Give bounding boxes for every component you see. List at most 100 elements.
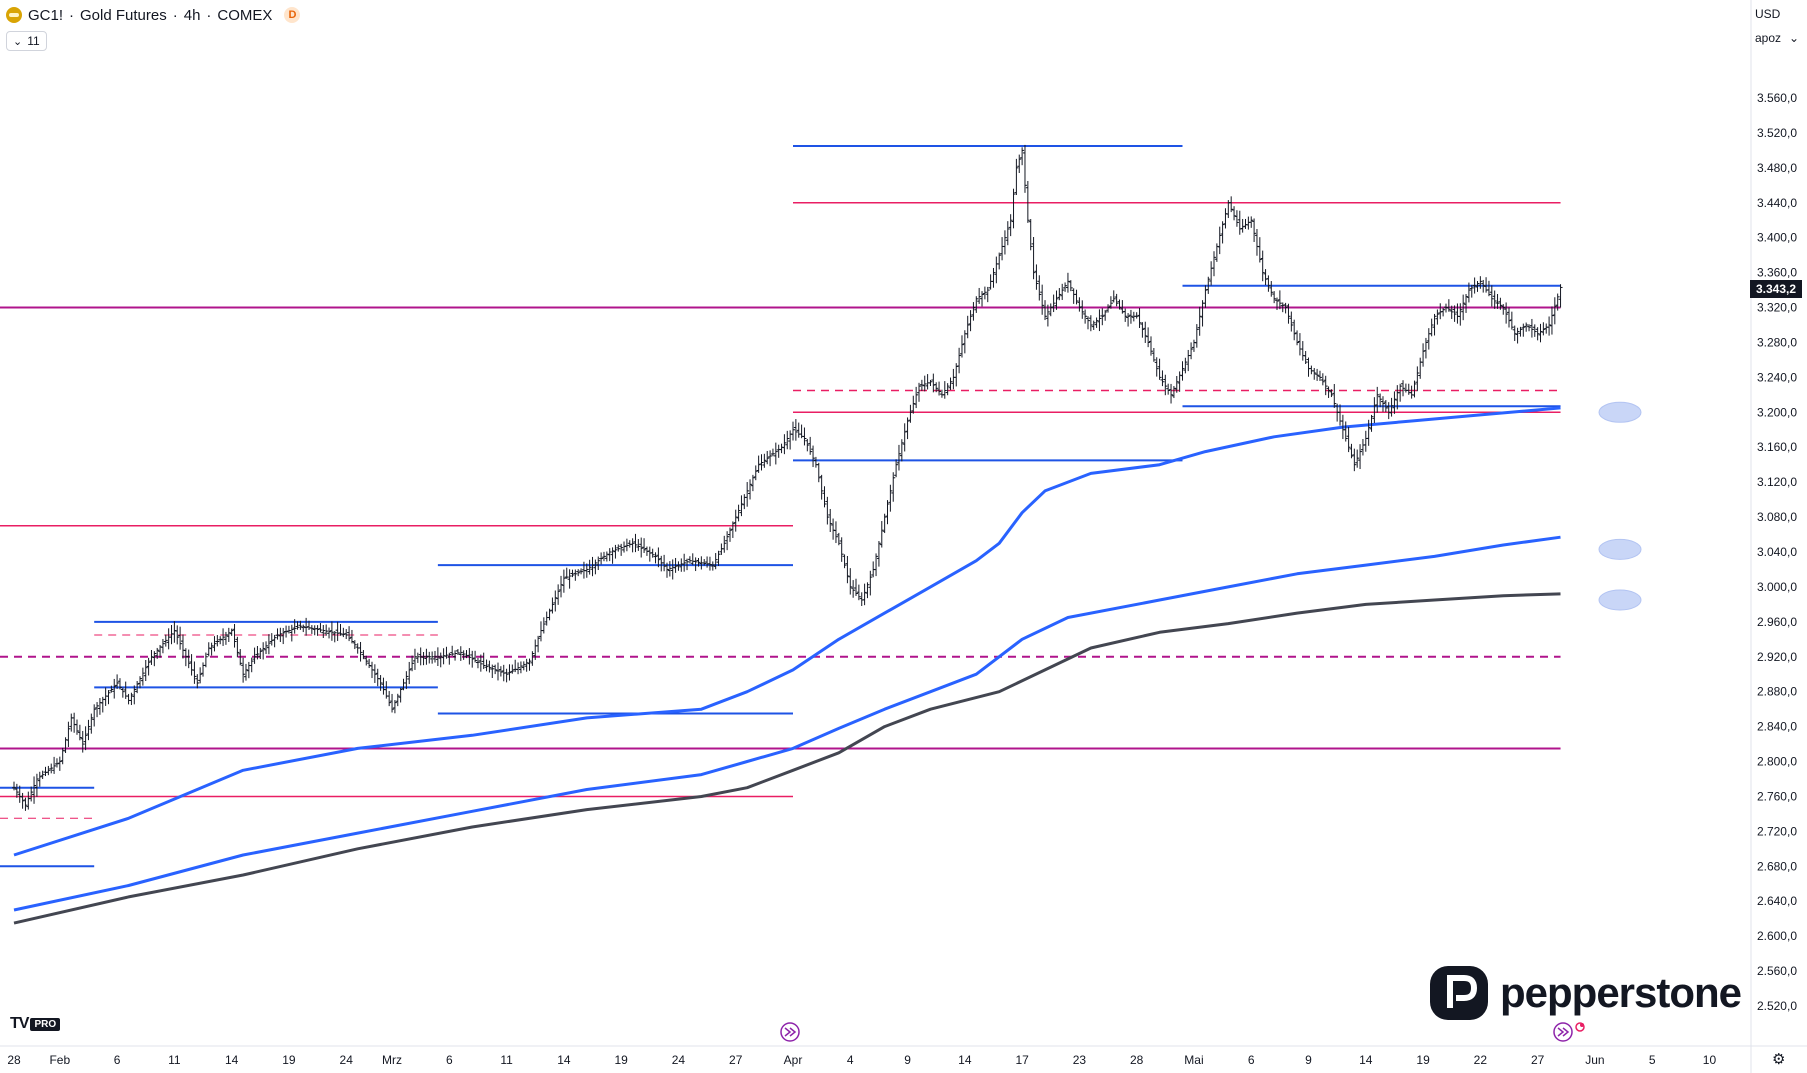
price-bar-220	[642, 538, 647, 554]
price-bar-447	[1292, 319, 1297, 341]
price-bar-288	[836, 532, 841, 546]
price-bar-380	[1100, 308, 1105, 326]
price-bar-460	[1329, 389, 1334, 398]
time-tick-label: 14	[958, 1053, 972, 1067]
price-bar-501	[1446, 299, 1451, 312]
price-bar-207	[604, 551, 609, 562]
price-bar-261	[759, 454, 764, 471]
price-bar-469	[1355, 449, 1360, 468]
scale-mode-label: apoz	[1755, 31, 1782, 45]
indicators-toggle-button[interactable]: ⌄ 11	[6, 31, 47, 51]
price-bar-445	[1286, 303, 1291, 324]
price-bar-191	[559, 575, 564, 598]
symbol-name: Gold Futures	[80, 6, 167, 24]
price-bar-77	[232, 623, 237, 648]
price-bar-479	[1383, 400, 1388, 413]
horizontal-levels	[0, 145, 1561, 868]
price-bar-295	[856, 584, 861, 601]
price-bar-539	[1555, 293, 1560, 311]
price-bar-202	[590, 556, 595, 577]
price-bar-35	[112, 678, 117, 699]
tradingview-logo[interactable]: TV PRO	[10, 1015, 61, 1032]
time-tick-label: 24	[672, 1053, 686, 1067]
price-bar-248	[722, 535, 727, 553]
price-bar-494	[1426, 328, 1431, 350]
time-axis[interactable]: 28 Feb 6 11 14 19 24 Mrz 6 11 14 19 24 27 Apr 4 9 14 17 23 2…	[7, 1053, 1716, 1067]
tv-logo-text: TV	[10, 1015, 29, 1032]
symbol-ticker[interactable]: GC1!	[28, 6, 64, 24]
price-bar-351	[1017, 154, 1022, 174]
price-bar-335	[971, 302, 976, 321]
currency-selector[interactable]: USD	[1755, 7, 1781, 21]
price-bar-437	[1263, 269, 1268, 286]
price-bar-296	[859, 592, 864, 606]
price-bar-152	[447, 652, 452, 665]
price-bar-538	[1552, 297, 1557, 325]
price-bar-393	[1137, 308, 1142, 328]
interval-label[interactable]: 4h	[183, 6, 201, 24]
price-bar-488	[1409, 385, 1414, 399]
price-bar-164	[481, 652, 486, 670]
header-separator: ·	[69, 6, 75, 24]
price-bar-189	[553, 590, 558, 612]
price-tick-label: 3.200,0	[1757, 405, 1797, 419]
price-bar-401	[1160, 370, 1165, 387]
price-bar-110	[327, 627, 332, 639]
price-bar-411	[1189, 342, 1194, 360]
pepperstone-logo: pepperstone	[1428, 962, 1742, 1024]
price-bar-455	[1315, 368, 1320, 381]
price-bar-186	[544, 611, 549, 626]
price-bar-262	[762, 453, 767, 468]
scale-mode-selector[interactable]: apoz ⌄	[1755, 31, 1799, 49]
time-tick-label: 14	[225, 1053, 239, 1067]
price-tick-label: 2.680,0	[1757, 859, 1797, 873]
price-bar-14	[52, 756, 57, 774]
price-bar-7	[32, 776, 37, 804]
price-bar-273	[793, 419, 798, 441]
price-bars	[12, 144, 1563, 811]
price-bar-436	[1260, 250, 1265, 282]
price-tick-label: 3.360,0	[1757, 266, 1797, 280]
alert-marker-2	[1598, 589, 1642, 611]
data-status-badge[interactable]: D	[284, 7, 301, 23]
price-bar-285	[828, 508, 833, 533]
price-bar-311	[902, 423, 907, 452]
price-bar-139	[410, 655, 415, 672]
price-bar-136	[401, 678, 406, 691]
price-bar-71	[215, 635, 220, 647]
price-bar-126	[372, 664, 377, 683]
price-bar-394	[1140, 322, 1145, 338]
price-bar-325	[942, 381, 947, 399]
price-bar-94	[281, 627, 286, 645]
price-axis[interactable]: 3.560,0 3.520,0 3.480,0 3.440,0 3.400,0 3.360…	[1757, 91, 1797, 1013]
gear-icon[interactable]: ⚙	[1772, 1051, 1786, 1068]
moving-average-0	[13, 406, 1561, 857]
price-bar-21	[72, 712, 77, 733]
price-bar-235	[685, 558, 690, 571]
price-bar-212	[619, 543, 624, 556]
price-bar-450	[1300, 341, 1305, 361]
price-bar-156	[458, 646, 463, 661]
price-bar-481	[1389, 397, 1394, 417]
replay-icon[interactable]	[780, 1022, 800, 1042]
price-tick-label: 3.080,0	[1757, 510, 1797, 524]
price-bar-149	[438, 652, 443, 668]
price-bar-259	[753, 465, 758, 481]
price-bar-124	[367, 658, 372, 669]
price-bar-503	[1452, 305, 1457, 322]
price-bar-360	[1043, 300, 1048, 321]
price-bar-322	[934, 382, 939, 393]
price-bar-465	[1343, 421, 1348, 442]
price-bar-187	[547, 608, 552, 621]
events-icon[interactable]	[1553, 1022, 1585, 1042]
price-bar-70	[212, 636, 217, 652]
price-bar-329	[954, 363, 959, 387]
price-bar-292	[848, 568, 853, 595]
price-bar-238	[693, 557, 698, 572]
price-bar-290	[842, 554, 847, 569]
price-bar-452	[1306, 357, 1311, 377]
price-bar-185	[541, 617, 546, 634]
price-bar-309	[896, 444, 901, 471]
price-bar-57	[175, 625, 180, 645]
